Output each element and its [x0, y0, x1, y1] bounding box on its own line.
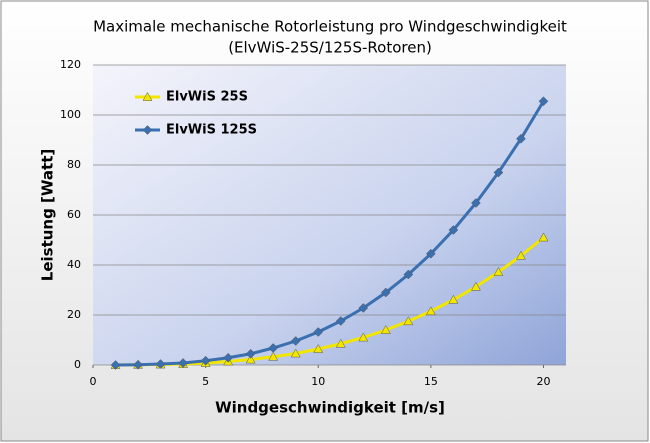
- data-point: [200, 355, 211, 366]
- y-tick-label: 80: [67, 158, 81, 171]
- data-point: [493, 266, 504, 276]
- x-tick-label: 15: [424, 375, 438, 388]
- data-point: [268, 351, 279, 361]
- y-axis-label: Leistung [Watt]: [39, 149, 57, 281]
- data-point: [245, 354, 256, 364]
- x-axis-label: Windgeschwindigkeit [m/s]: [215, 399, 445, 417]
- data-point: [380, 287, 391, 298]
- data-point: [426, 248, 436, 259]
- y-tick-label: 60: [67, 208, 81, 221]
- legend-label: ElvWiS 25S: [166, 90, 248, 105]
- data-point: [358, 332, 369, 342]
- data-point: [290, 336, 301, 346]
- data-point: [155, 359, 166, 369]
- chart-subtitle: (ElvWiS-25S/125S-Rotoren): [228, 39, 432, 57]
- data-point: [313, 343, 324, 353]
- y-tick-label: 120: [60, 58, 81, 71]
- data-point: [493, 167, 504, 178]
- x-tick-label: 10: [311, 375, 325, 388]
- data-point: [313, 327, 324, 337]
- legend-label: ElvWiS 125S: [166, 123, 257, 138]
- data-point: [110, 360, 121, 370]
- data-point: [223, 352, 233, 363]
- data-point: [516, 250, 526, 260]
- data-point: [290, 348, 301, 358]
- data-point: [425, 306, 436, 316]
- data-point: [268, 343, 279, 353]
- data-point: [448, 294, 459, 304]
- data-point: [403, 316, 414, 326]
- data-point: [538, 232, 549, 242]
- x-tick-label: 20: [536, 375, 550, 388]
- data-point: [380, 324, 391, 334]
- data-point: [335, 316, 346, 326]
- data-point: [538, 96, 549, 107]
- data-point: [245, 348, 256, 359]
- data-point: [358, 303, 369, 313]
- y-tick-label: 100: [60, 108, 81, 121]
- chart-title: Maximale mechanische Rotorleistung pro W…: [93, 18, 567, 36]
- data-point: [516, 133, 526, 144]
- data-point: [178, 358, 188, 368]
- x-tick-label: 0: [90, 375, 97, 388]
- legend-marker: [142, 91, 153, 101]
- data-point: [471, 198, 481, 208]
- data-point: [448, 225, 459, 235]
- x-tick-label: 5: [202, 375, 209, 388]
- data-point: [470, 281, 481, 291]
- y-tick-label: 0: [74, 358, 81, 371]
- y-tick-label: 20: [67, 308, 81, 321]
- y-tick-label: 40: [67, 258, 81, 271]
- data-point: [403, 269, 414, 280]
- data-point: [133, 359, 143, 370]
- legend-marker: [142, 125, 153, 135]
- data-point: [335, 338, 346, 348]
